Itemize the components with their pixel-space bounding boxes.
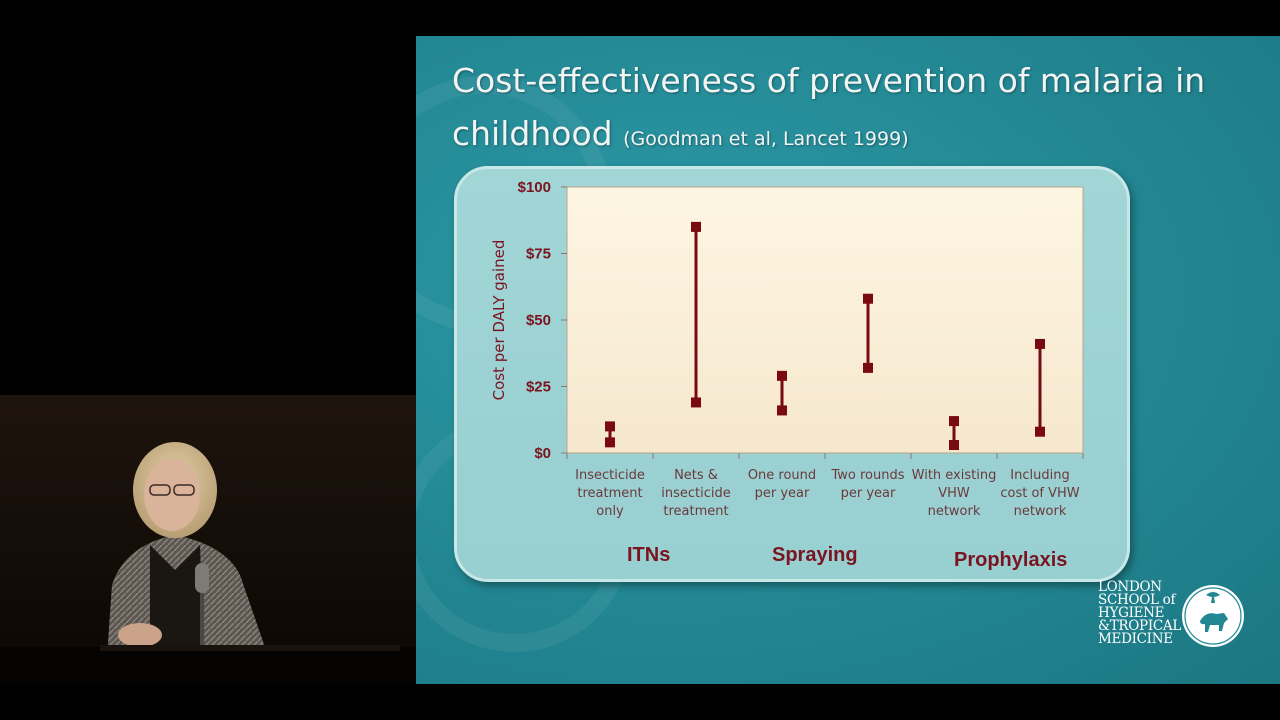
range-low-marker [949,440,959,451]
group-label-itns: ITNs [627,544,671,566]
logo-line-2: SCHOOL of [1098,592,1176,608]
x-axis: Insecticide treatment only Nets & insecticid… [566,453,1084,519]
x-tick-label: With existing VHW network [912,468,997,519]
x-tick-label: Nets & insecticide treatment [661,468,731,519]
range-high-marker [605,421,615,432]
group-label-prophylaxis: Prophylaxis [954,549,1068,571]
logo-line-4: &TROPICAL [1098,618,1182,634]
x-tick-label: Including cost of VHW network [1000,468,1079,519]
presentation-slide: Cost-effectiveness of prevention of mala… [416,36,1280,684]
y-axis-label: Cost per DALY gained [490,240,508,401]
range-marks [605,221,1045,451]
range-low-marker [691,397,701,408]
range-high-marker [777,370,787,381]
range-low-marker [777,405,787,416]
slide-title-citation: (Goodman et al, Lancet 1999) [623,128,909,150]
range-low-marker [605,437,615,448]
logo-text: LONDON SCHOOL of HYGIENE &TROPICAL MEDIC… [1098,579,1188,647]
y-tick-label: $75 [526,246,551,263]
y-axis: $0 $25 $50 $75 $100 [518,179,567,462]
range-high-marker [691,221,701,232]
slide-title-main: Cost-effectiveness of prevention of mala… [452,61,1206,153]
logo-line-3: HYGIENE [1098,605,1165,621]
range-high-marker [949,416,959,427]
range-low-marker [863,362,873,373]
chart-panel: $0 $25 $50 $75 $100 Insecticide treatment only… [454,166,1130,582]
y-tick-label: $50 [526,312,551,329]
range-high-marker [863,293,873,304]
y-tick-label: $25 [526,379,551,396]
y-tick-label: $100 [518,179,551,196]
speaker-figure [0,442,416,685]
logo-line-1: LONDON [1098,579,1162,595]
x-tick-label: Two rounds per year [830,468,904,501]
range-low-marker [1035,426,1045,437]
x-tick-label: One round per year [748,468,816,501]
logo-line-5: MEDICINE [1098,631,1173,647]
x-tick-label: Insecticide treatment only [575,468,645,519]
y-tick-label: $0 [534,445,551,462]
group-label-spraying: Spraying [772,544,858,566]
slide-title: Cost-effectiveness of prevention of mala… [452,54,1252,166]
range-chart: $0 $25 $50 $75 $100 Insecticide treatment only… [490,179,1084,519]
lshtm-logo: LONDON SCHOOL of HYGIENE &TROPICAL MEDIC… [1098,579,1258,651]
crest-icon [1182,585,1244,647]
plot-area [566,186,1084,454]
range-high-marker [1035,338,1045,349]
speaker-video-panel [0,395,416,685]
